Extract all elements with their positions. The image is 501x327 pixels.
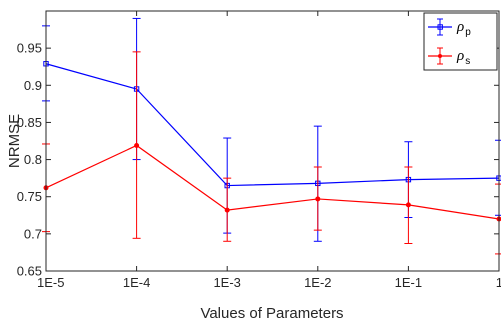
x-tick-label: 1E-4 (123, 275, 150, 290)
y-tick-label: 0.65 (17, 264, 42, 279)
data-point (224, 207, 230, 213)
legend-label-sub: s (465, 56, 470, 67)
data-point (134, 142, 140, 148)
legend-marker (438, 54, 442, 58)
plot-frame (45, 10, 500, 272)
data-point (405, 202, 411, 208)
legend-label-sub: p (465, 27, 471, 38)
series-line (45, 144, 500, 220)
legend-item-p: ρp (428, 18, 471, 38)
legend-label-main: ρ (456, 19, 464, 35)
x-tick-label: 1E-3 (213, 275, 240, 290)
legend-marker (437, 24, 443, 30)
x-tick-label: 1E-2 (304, 275, 331, 290)
y-tick-label: 0.7 (24, 226, 42, 241)
y-axis-label: NRMSE (6, 114, 23, 168)
y-tick-label: 0.85 (17, 115, 42, 130)
x-tick-label: 1E-5 (37, 275, 64, 290)
x-tick-label: 1 (496, 275, 501, 290)
y-tick-label: 0.9 (24, 78, 42, 93)
x-tick-label: 1E-1 (395, 275, 422, 290)
legend-item-s: ρs (428, 47, 470, 67)
series-line (45, 63, 500, 187)
legend-box (423, 12, 498, 71)
y-tick-label: 0.95 (17, 41, 42, 56)
data-point (315, 196, 321, 202)
x-axis-label: Values of Parameters (200, 305, 343, 322)
axis-layer: 0.65 0.7 0.75 0.8 0.85 0.9 0.95 1E-5 1E-4 1E-3 1E-… (17, 11, 501, 290)
legend-label-main: ρ (456, 48, 464, 64)
y-tick-label: 0.75 (17, 189, 42, 204)
y-tick-label: 0.8 (24, 152, 42, 167)
legend-label: ρs (456, 48, 470, 67)
legend-label: ρp (456, 19, 471, 38)
